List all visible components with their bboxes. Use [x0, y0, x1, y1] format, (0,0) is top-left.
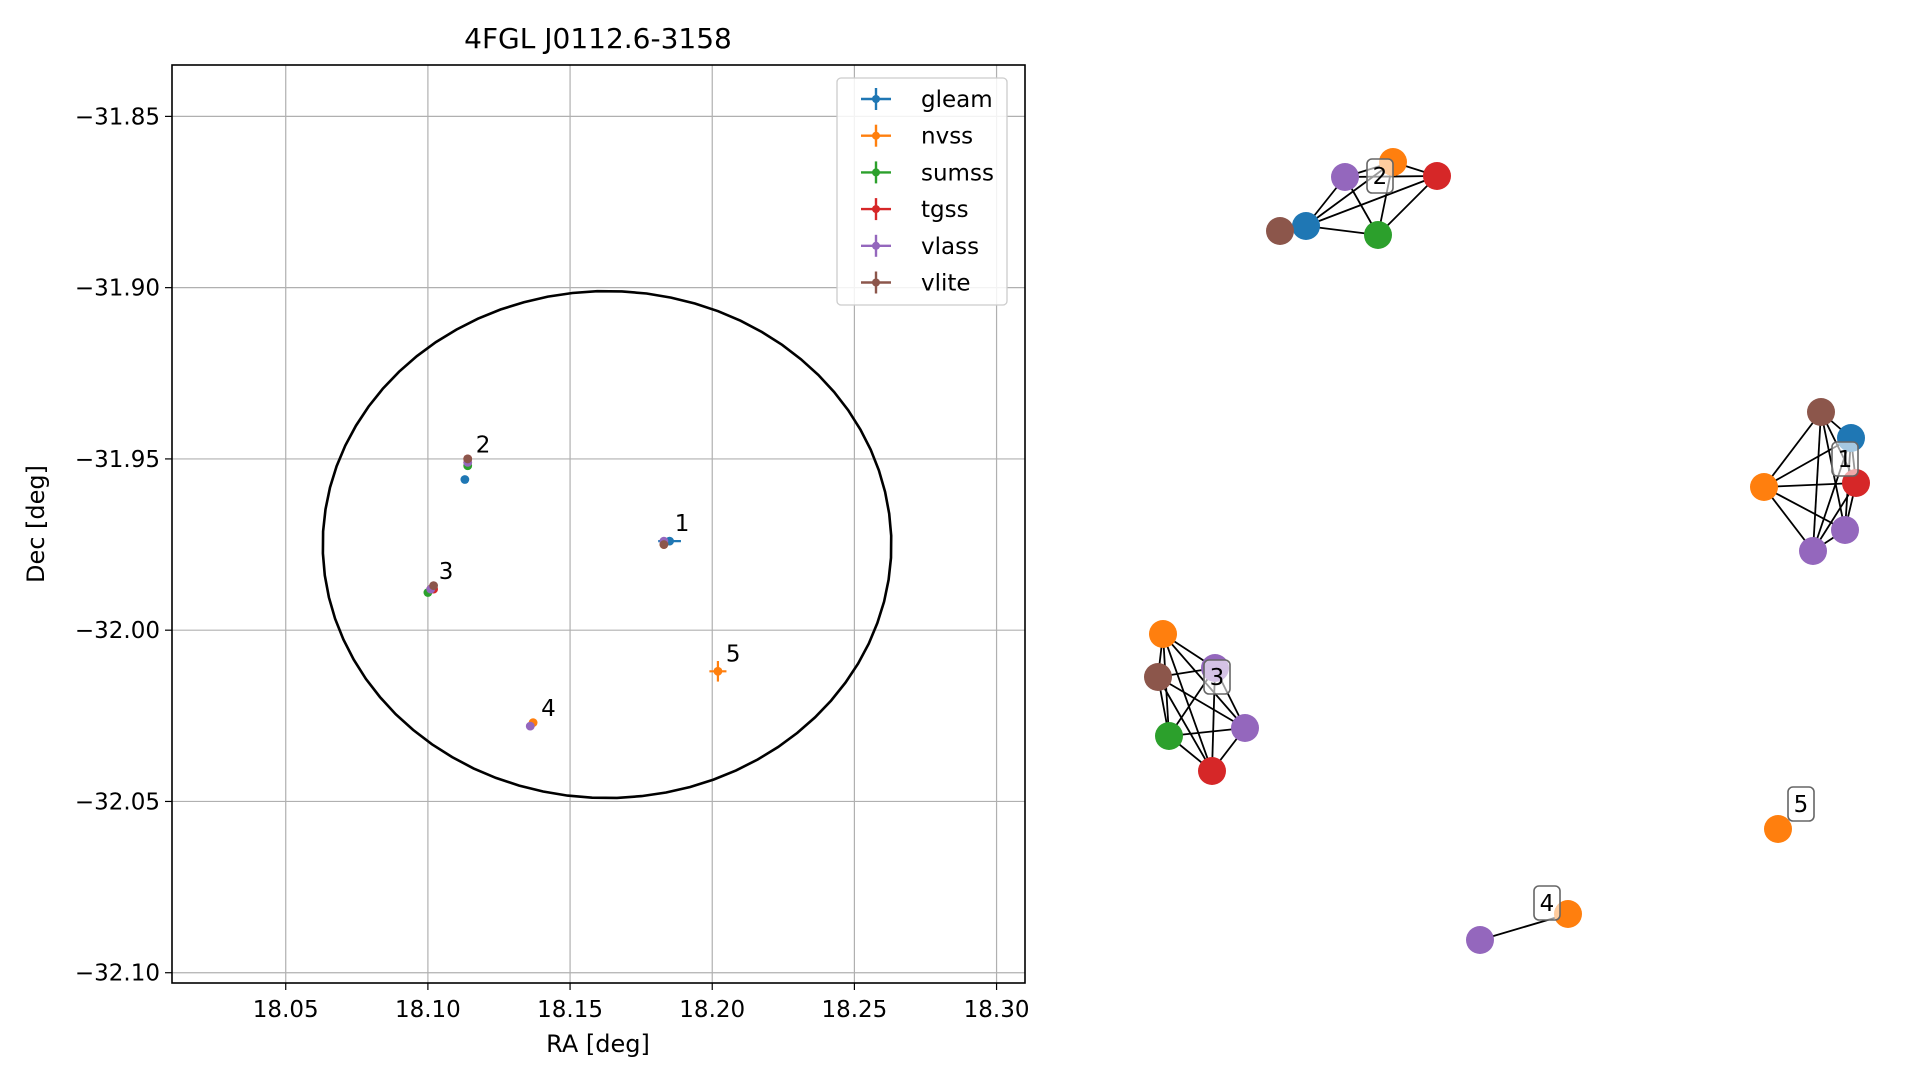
cluster-label-4: 4 [1533, 885, 1561, 921]
network-edge [1157, 676, 1246, 729]
network-edge [1162, 633, 1213, 772]
network-node-vlite [1144, 663, 1172, 691]
x-tick-label: 18.05 [253, 997, 319, 1023]
cluster-label-2: 2 [1366, 158, 1394, 194]
legend-entries: gleam nvss sumss tgss vlass vlite [861, 87, 994, 297]
y-tick-label: −32.10 [75, 961, 160, 987]
gleam-point [460, 475, 470, 484]
x-tick-label: 18.20 [679, 997, 745, 1023]
cluster-label-box [1787, 786, 1815, 822]
network-node-tgss [1198, 757, 1226, 785]
point-annotation: 1 [675, 511, 690, 537]
y-tick-label: −31.90 [75, 276, 160, 302]
network-panel: 1 2 3 4 5 [1144, 148, 1870, 954]
point-annotation: 5 [726, 641, 741, 667]
x-tick-label: 18.30 [964, 997, 1030, 1023]
legend-label: sumss [921, 160, 994, 186]
cluster-label-1: 1 [1831, 441, 1859, 477]
legend-entry-vlass: vlass [861, 234, 979, 260]
nvss-point [713, 666, 723, 676]
network-node-vlite [1807, 398, 1835, 426]
vlass-point [525, 721, 535, 731]
y-tick-label: −32.00 [75, 618, 160, 644]
cluster-label-text: 5 [1794, 792, 1809, 818]
legend-entry-tgss: tgss [861, 197, 969, 223]
chart-title: 4FGL J0112.6-3158 [464, 22, 732, 55]
axis-ticks-layer: 18.05 18.10 18.15 18.20 18.25 18.30 −31.85 −31.… [75, 104, 1030, 1023]
cluster-label-text: 2 [1373, 164, 1388, 190]
x-tick-label: 18.25 [821, 997, 887, 1023]
legend-marker [872, 278, 880, 287]
cluster-label-5: 5 [1787, 786, 1815, 822]
network-node-nvss [1750, 473, 1778, 501]
legend-marker [872, 95, 880, 103]
network-edge [1812, 411, 1822, 552]
legend: gleam nvss sumss tgss vlass vlite [836, 77, 1008, 306]
network-node-vlass [1831, 516, 1859, 544]
network-edge [1157, 676, 1213, 772]
network-node-vlass [1799, 537, 1827, 565]
point-annotation: 2 [476, 432, 491, 458]
legend-marker [872, 241, 880, 250]
x-axis-label: RA [deg] [546, 1030, 650, 1058]
network-cluster-labels: 1 2 3 4 5 [1203, 158, 1859, 921]
network-nodes [1144, 148, 1870, 954]
cluster-label-text: 3 [1210, 665, 1225, 691]
y-tick-label: −32.05 [75, 789, 160, 815]
vlite-point [463, 454, 473, 464]
network-node-sumss [1364, 221, 1392, 249]
cluster-label-box [1831, 441, 1859, 477]
network-node-nvss [1149, 620, 1177, 648]
y-axis-label: Dec [deg] [22, 465, 50, 583]
point-annotation: 3 [439, 559, 454, 585]
legend-entry-vlite: vlite [861, 271, 971, 297]
legend-label: vlass [921, 234, 979, 260]
network-edge [1763, 482, 1857, 488]
network-edge [1763, 486, 1846, 531]
y-tick-label: −31.95 [75, 447, 160, 473]
network-node-nvss [1554, 900, 1582, 928]
localization-ellipse-layer [321, 289, 893, 800]
network-node-vlass [1331, 163, 1359, 191]
cluster-label-text: 4 [1540, 891, 1555, 917]
vlite-point [659, 540, 669, 549]
network-node-gleam [1292, 212, 1320, 240]
localization-ellipse [321, 289, 893, 800]
point-annotation: 4 [541, 696, 556, 722]
x-tick-label: 18.15 [537, 997, 603, 1023]
network-node-vlite [1266, 217, 1294, 245]
cluster-label-box [1366, 158, 1394, 194]
plot-frame [171, 64, 1026, 984]
network-node-nvss [1764, 815, 1792, 843]
legend-label: vlite [921, 271, 971, 297]
cluster-label-3: 3 [1203, 659, 1231, 695]
legend-marker [872, 168, 880, 177]
network-node-sumss [1155, 722, 1183, 750]
network-node-tgss [1423, 162, 1451, 190]
legend-label: tgss [921, 197, 969, 223]
network-edge [1305, 175, 1438, 227]
legend-marker [872, 205, 880, 214]
network-node-vlass [1466, 926, 1494, 954]
x-tick-label: 18.10 [395, 997, 461, 1023]
data-points-layer [423, 454, 727, 731]
cluster-label-text: 1 [1838, 447, 1853, 473]
network-node-vlass [1231, 714, 1259, 742]
network-edges [1157, 161, 1857, 941]
cluster-label-box [1533, 885, 1561, 921]
legend-label: gleam [921, 87, 993, 113]
legend-entry-nvss: nvss [861, 124, 973, 150]
annotations-layer: 1 2 3 4 5 [439, 432, 741, 722]
y-tick-label: −31.85 [75, 104, 160, 130]
legend-label: nvss [921, 124, 973, 150]
cluster-label-box [1203, 659, 1231, 695]
vlite-point [429, 581, 438, 591]
legend-entry-sumss: sumss [861, 160, 994, 186]
legend-entry-gleam: gleam [861, 87, 993, 113]
network-edge [1763, 411, 1822, 488]
legend-marker [872, 131, 880, 140]
